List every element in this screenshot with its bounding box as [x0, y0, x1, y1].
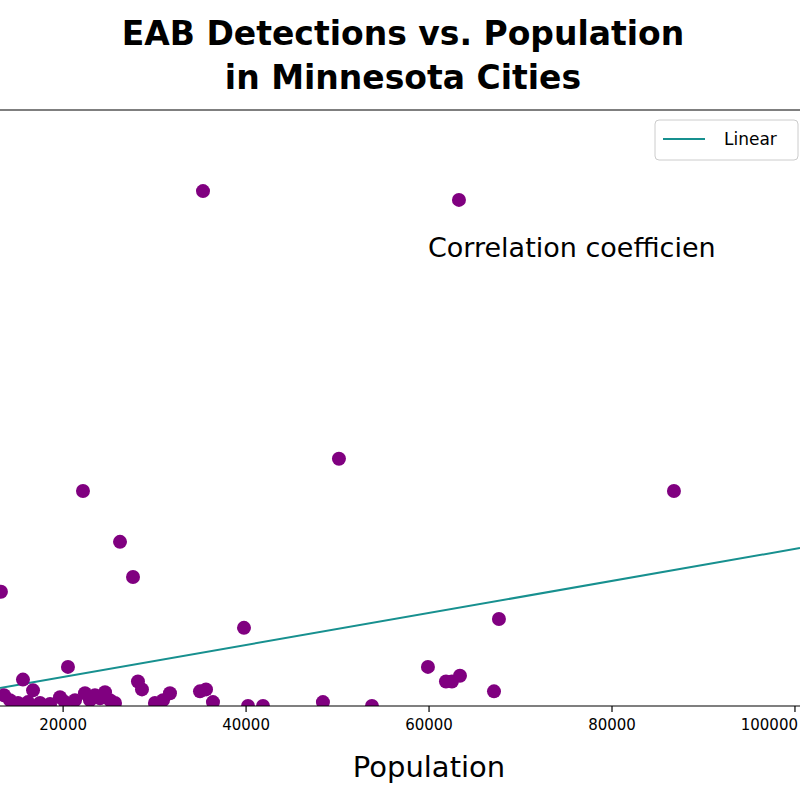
- data-point: [21, 695, 35, 706]
- x-tick-label: 60000: [405, 716, 453, 734]
- x-tick: [245, 706, 246, 712]
- data-point: [487, 684, 501, 698]
- data-point: [113, 535, 127, 549]
- top-spine: [0, 109, 800, 110]
- data-point: [199, 682, 213, 696]
- annotation: Correlation coefficien: [428, 232, 716, 263]
- legend-swatch: [663, 138, 705, 140]
- data-point: [316, 695, 330, 706]
- data-point: [16, 673, 30, 687]
- data-point: [421, 660, 435, 674]
- data-point: [453, 669, 467, 683]
- x-tick-label: 100000: [741, 716, 798, 734]
- x-tick: [63, 706, 64, 712]
- x-axis-label: Population: [353, 750, 505, 784]
- x-tick-label: 20000: [39, 716, 87, 734]
- x-tick: [611, 706, 612, 712]
- data-point: [108, 696, 122, 706]
- x-tick-label: 80000: [588, 716, 636, 734]
- data-point: [237, 621, 251, 635]
- x-tick-label: 40000: [222, 716, 270, 734]
- chart: EAB Detections vs. Population in Minnesot…: [0, 0, 800, 800]
- data-point: [156, 693, 170, 706]
- legend-box: [655, 120, 798, 160]
- fit-line: [0, 548, 800, 688]
- data-point: [452, 193, 466, 207]
- legend-label: Linear: [724, 129, 777, 149]
- chart-title: in Minnesota Cities: [225, 58, 581, 97]
- data-point: [135, 682, 149, 696]
- data-point: [76, 484, 90, 498]
- x-axis-line: [0, 705, 800, 706]
- data-point: [332, 452, 346, 466]
- x-tick: [428, 706, 429, 712]
- data-point: [61, 660, 75, 674]
- data-point: [365, 699, 379, 706]
- data-point: [256, 699, 270, 706]
- data-point: [196, 184, 210, 198]
- data-point: [206, 695, 220, 706]
- chart-title: EAB Detections vs. Population: [122, 14, 685, 53]
- data-point: [0, 585, 8, 599]
- data-point: [492, 612, 506, 626]
- x-tick: [794, 706, 795, 712]
- plot-area: [0, 184, 800, 706]
- data-point: [667, 484, 681, 498]
- data-point: [126, 570, 140, 584]
- data-point: [241, 699, 255, 706]
